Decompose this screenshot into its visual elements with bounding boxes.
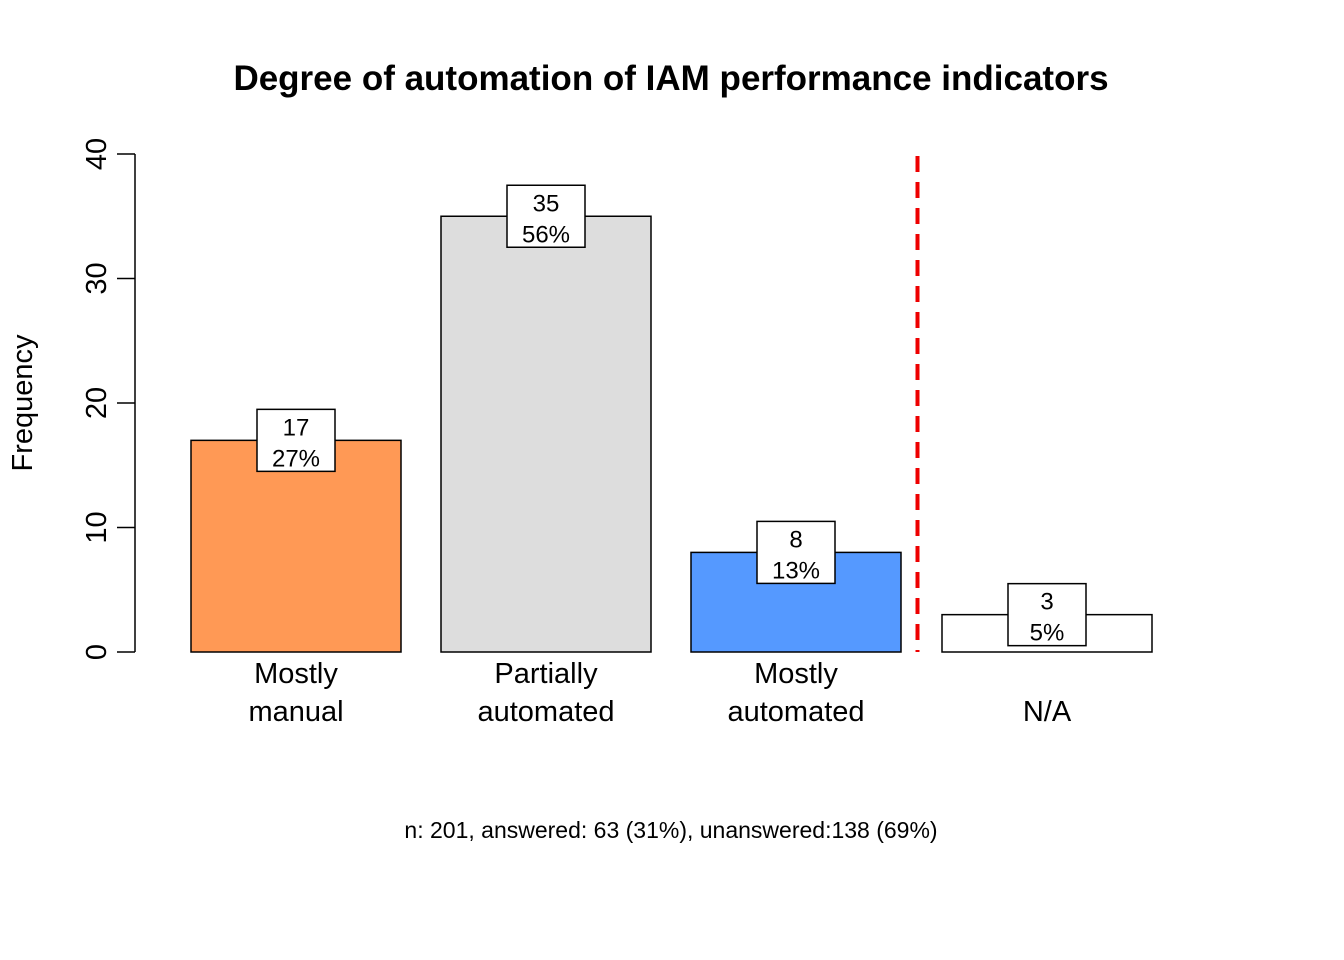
- data-label-count: 3: [1040, 589, 1053, 616]
- chart-title: Degree of automation of IAM performance …: [233, 59, 1108, 98]
- x-tick-label: Mostly: [254, 658, 338, 690]
- y-tick-label: 20: [81, 387, 113, 419]
- data-label-percent: 56%: [522, 221, 570, 248]
- data-label-box: [506, 184, 586, 248]
- x-tick-label: manual: [248, 696, 343, 728]
- x-tick-label: Partially: [494, 658, 598, 690]
- chart-footnote: n: 201, answered: 63 (31%), unanswered:1…: [404, 817, 937, 843]
- data-label-count: 17: [283, 414, 310, 441]
- data-label-percent: 5%: [1030, 620, 1065, 647]
- x-tick-label: automated: [727, 696, 864, 728]
- y-tick-label: 0: [81, 644, 113, 660]
- x-tick-label: Mostly: [754, 658, 838, 690]
- data-label-box: [756, 520, 836, 585]
- data-label-percent: 27%: [272, 445, 320, 472]
- bar: [190, 439, 402, 653]
- y-tick-label: 30: [81, 262, 113, 294]
- data-label-box: [256, 408, 336, 473]
- x-tick-label: automated: [477, 696, 614, 728]
- data-label-percent: 13%: [772, 557, 820, 584]
- y-tick-label: 10: [81, 511, 113, 543]
- plot-area: 0 10 20 30 40 17 27% 35 56% 8 13% 3 5% Mostly manual Pa…: [81, 138, 1153, 728]
- y-axis-label: Frequency: [7, 334, 39, 472]
- data-label-box: [1007, 582, 1087, 647]
- data-label-count: 35: [533, 190, 560, 217]
- y-tick-label: 40: [81, 138, 113, 170]
- bar: [440, 215, 652, 653]
- x-tick-label: N/A: [1023, 696, 1072, 728]
- data-label-count: 8: [789, 526, 802, 553]
